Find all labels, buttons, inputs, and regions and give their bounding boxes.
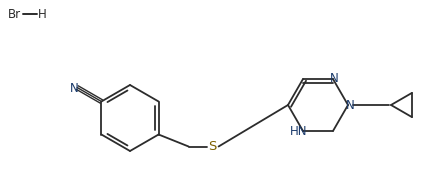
Text: Br: Br <box>8 8 21 21</box>
Text: N: N <box>346 98 354 112</box>
Text: H: H <box>38 8 47 21</box>
Text: HN: HN <box>290 125 308 139</box>
Text: N: N <box>70 82 79 95</box>
Text: S: S <box>208 140 217 153</box>
Text: N: N <box>330 72 338 85</box>
